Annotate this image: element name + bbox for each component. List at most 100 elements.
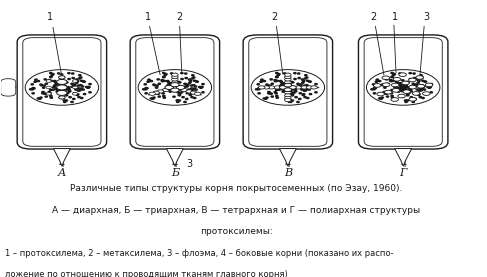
Circle shape <box>251 70 324 105</box>
Circle shape <box>405 85 407 86</box>
Circle shape <box>182 97 184 98</box>
Circle shape <box>256 89 258 90</box>
Polygon shape <box>167 148 183 166</box>
Circle shape <box>376 81 378 82</box>
Circle shape <box>175 90 177 92</box>
Circle shape <box>278 73 280 75</box>
Circle shape <box>258 88 260 89</box>
Circle shape <box>56 90 59 91</box>
Circle shape <box>409 87 411 88</box>
Circle shape <box>167 85 169 86</box>
Circle shape <box>165 85 173 89</box>
Circle shape <box>60 89 63 90</box>
Circle shape <box>409 88 412 89</box>
Circle shape <box>403 84 406 86</box>
Circle shape <box>176 100 178 101</box>
Circle shape <box>305 75 307 76</box>
Circle shape <box>171 90 174 91</box>
Circle shape <box>169 83 171 84</box>
Circle shape <box>174 86 177 87</box>
Circle shape <box>80 80 83 81</box>
Circle shape <box>404 86 406 87</box>
Text: ложение по отношению к проводящим тканям главного корня): ложение по отношению к проводящим тканям… <box>5 270 288 277</box>
Circle shape <box>199 86 201 88</box>
Circle shape <box>78 97 80 98</box>
Circle shape <box>397 91 400 92</box>
Circle shape <box>391 77 393 78</box>
Circle shape <box>286 89 289 90</box>
Circle shape <box>402 83 404 84</box>
Circle shape <box>73 98 75 99</box>
Circle shape <box>408 92 411 93</box>
Circle shape <box>55 83 57 84</box>
Circle shape <box>178 94 181 95</box>
Circle shape <box>373 89 375 90</box>
Text: 3: 3 <box>186 159 192 169</box>
Circle shape <box>193 98 196 99</box>
Circle shape <box>181 73 183 74</box>
Circle shape <box>284 94 291 97</box>
Circle shape <box>189 94 192 95</box>
Circle shape <box>297 101 299 102</box>
Circle shape <box>270 93 272 94</box>
Circle shape <box>403 88 405 89</box>
Circle shape <box>196 94 199 95</box>
FancyBboxPatch shape <box>23 38 101 146</box>
Circle shape <box>268 91 270 93</box>
Circle shape <box>168 88 170 89</box>
Circle shape <box>186 93 188 94</box>
Text: Б: Б <box>171 168 179 178</box>
Circle shape <box>425 83 433 87</box>
Circle shape <box>78 78 80 79</box>
Circle shape <box>61 87 64 88</box>
Circle shape <box>396 83 399 84</box>
Circle shape <box>35 79 37 80</box>
Circle shape <box>376 79 378 80</box>
Circle shape <box>280 80 282 81</box>
Circle shape <box>412 83 414 84</box>
Circle shape <box>274 79 276 81</box>
Circle shape <box>399 73 407 76</box>
Text: В: В <box>284 168 292 178</box>
Circle shape <box>424 81 427 82</box>
Circle shape <box>54 85 56 87</box>
Circle shape <box>165 73 167 75</box>
Circle shape <box>282 83 284 84</box>
Circle shape <box>283 83 286 84</box>
Circle shape <box>163 96 165 97</box>
Text: Г: Г <box>399 168 407 178</box>
Circle shape <box>288 83 291 84</box>
Circle shape <box>190 85 193 86</box>
Circle shape <box>373 88 375 89</box>
Circle shape <box>419 78 422 79</box>
Circle shape <box>185 73 187 74</box>
Circle shape <box>416 76 424 79</box>
Circle shape <box>301 82 304 83</box>
Circle shape <box>178 100 181 101</box>
Circle shape <box>403 87 406 88</box>
Circle shape <box>289 100 291 101</box>
Circle shape <box>65 86 67 88</box>
Circle shape <box>194 86 197 87</box>
Circle shape <box>271 83 274 84</box>
Circle shape <box>169 89 172 90</box>
Circle shape <box>373 84 375 85</box>
Circle shape <box>367 70 440 105</box>
Text: 4: 4 <box>59 159 65 169</box>
Circle shape <box>428 87 431 88</box>
Circle shape <box>43 93 45 94</box>
Circle shape <box>284 88 292 91</box>
Circle shape <box>192 75 194 76</box>
Circle shape <box>72 78 75 79</box>
Circle shape <box>65 95 68 96</box>
Circle shape <box>59 87 62 88</box>
Circle shape <box>287 87 290 88</box>
Circle shape <box>169 91 171 92</box>
Circle shape <box>410 91 412 92</box>
Circle shape <box>49 93 52 94</box>
Circle shape <box>65 94 68 95</box>
Circle shape <box>58 89 61 90</box>
Circle shape <box>292 89 294 90</box>
Circle shape <box>89 84 91 85</box>
Circle shape <box>308 89 310 90</box>
